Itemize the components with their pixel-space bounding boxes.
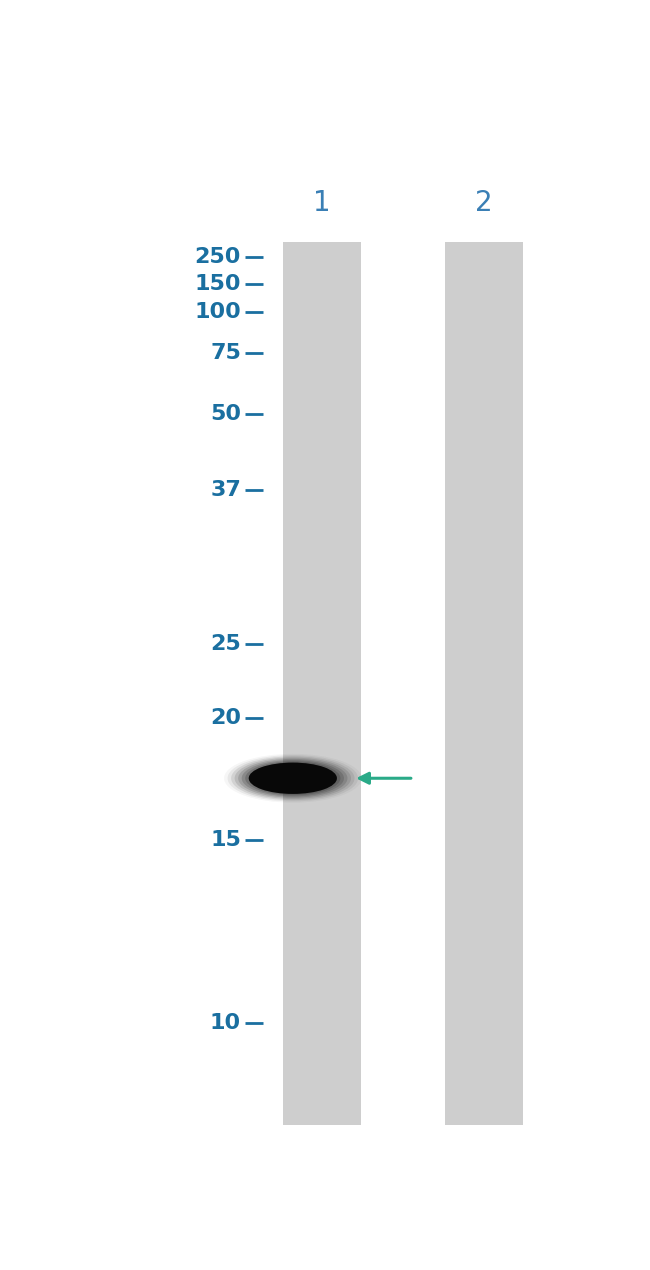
Text: 10: 10	[210, 1012, 241, 1033]
Text: 2: 2	[475, 189, 493, 217]
Ellipse shape	[235, 758, 351, 799]
Ellipse shape	[249, 762, 337, 794]
Ellipse shape	[227, 756, 358, 801]
Text: 25: 25	[210, 634, 241, 654]
Text: 20: 20	[210, 707, 241, 728]
Text: 150: 150	[194, 274, 241, 295]
Ellipse shape	[249, 762, 337, 794]
Text: 37: 37	[210, 480, 241, 500]
Text: 100: 100	[194, 302, 241, 321]
Text: 75: 75	[210, 343, 241, 363]
Text: 250: 250	[194, 248, 241, 267]
Bar	[445, 243, 523, 1125]
Text: 50: 50	[210, 404, 241, 424]
Ellipse shape	[231, 757, 354, 800]
Bar	[283, 243, 361, 1125]
Text: 15: 15	[210, 829, 241, 850]
Text: 1: 1	[313, 189, 331, 217]
Ellipse shape	[242, 761, 344, 796]
Ellipse shape	[245, 761, 341, 795]
Ellipse shape	[238, 759, 348, 798]
